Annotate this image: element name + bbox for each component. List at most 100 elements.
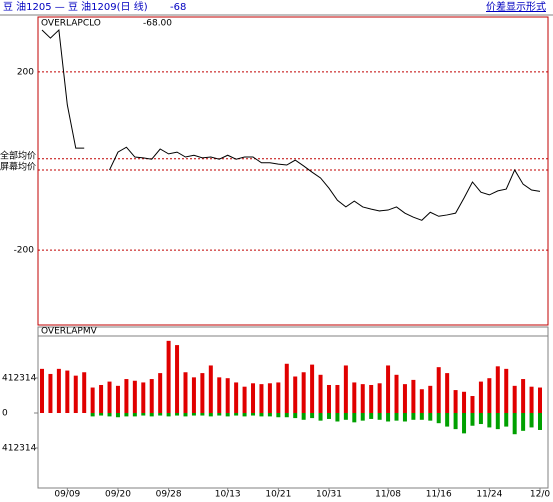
volume-bar xyxy=(107,413,112,417)
volume-bar xyxy=(99,384,104,414)
volume-bar xyxy=(301,372,306,414)
volume-bar xyxy=(158,413,163,416)
volume-bar xyxy=(251,383,256,414)
volume-bar xyxy=(183,413,188,417)
panel-value: -68.00 xyxy=(143,19,172,29)
volume-bar xyxy=(217,377,222,414)
volume-bar xyxy=(377,383,382,414)
volume-bar xyxy=(234,413,239,416)
volume-bar xyxy=(251,413,256,416)
volume-bar xyxy=(453,390,458,414)
volume-bar xyxy=(445,413,450,427)
volume-bar xyxy=(301,413,306,420)
price-line xyxy=(41,28,541,221)
volume-bar xyxy=(132,413,137,417)
volume-bar xyxy=(352,382,357,414)
volume-bar xyxy=(82,372,87,414)
volume-bar xyxy=(352,413,357,423)
volume-bar xyxy=(428,385,433,414)
volume-bar xyxy=(115,413,120,418)
volume-bar xyxy=(242,413,247,417)
top-panel-frame xyxy=(37,16,549,326)
volume-bar xyxy=(267,413,272,417)
volume-bar xyxy=(284,413,289,418)
volume-bar xyxy=(40,368,44,414)
volume-bar xyxy=(225,413,230,417)
volume-bar xyxy=(115,385,120,414)
volume-bar xyxy=(141,413,146,416)
volume-bar xyxy=(242,386,247,414)
x-tick-label: 11/24 xyxy=(476,490,502,500)
volume-bar xyxy=(386,413,391,422)
volume-bar xyxy=(141,382,146,414)
volume-bar xyxy=(487,378,492,414)
reference-label: 全部均价 xyxy=(0,149,36,161)
volume-bar xyxy=(166,413,171,417)
volume-bar xyxy=(183,372,188,414)
volume-bar xyxy=(124,379,129,414)
volume-bar xyxy=(73,375,78,414)
display-mode-link[interactable]: 价差显示形式 xyxy=(486,0,546,13)
volume-bar xyxy=(65,370,70,414)
x-tick-label: 10/21 xyxy=(265,490,291,500)
volume-bar xyxy=(504,413,509,427)
volume-bar xyxy=(445,373,450,414)
volume-bar xyxy=(394,413,399,421)
y-tick-label: -200 xyxy=(14,246,35,256)
reference-label: 屏幕均价 xyxy=(0,160,36,172)
volume-bar xyxy=(360,384,365,414)
volume-bar xyxy=(234,382,239,414)
volume-bar xyxy=(326,384,331,414)
volume-bar xyxy=(310,413,315,419)
volume-bar xyxy=(402,413,407,422)
volume-bar xyxy=(200,413,205,416)
volume-bar xyxy=(208,413,213,417)
volume-bar xyxy=(293,376,298,414)
x-tick-label: 10/13 xyxy=(215,490,241,500)
x-tick-label: 11/16 xyxy=(426,490,452,500)
volume-bar xyxy=(191,377,196,414)
volume-bar xyxy=(166,340,171,414)
volume-bar xyxy=(394,374,399,414)
volume-bar xyxy=(428,413,433,421)
volume-bar xyxy=(538,387,542,414)
volume-bar xyxy=(56,368,61,414)
volume-bar xyxy=(107,381,112,414)
volume-bar xyxy=(538,413,542,430)
x-tick-label: 09/28 xyxy=(156,490,182,500)
volume-bar xyxy=(453,413,458,430)
volume-bar xyxy=(276,413,281,418)
volume-bar xyxy=(343,365,348,414)
volume-bar xyxy=(326,413,331,419)
volume-bar xyxy=(411,379,416,414)
volume-bar xyxy=(99,413,104,416)
volume-bar xyxy=(149,413,154,417)
volume-bar xyxy=(521,413,526,431)
volume-bar xyxy=(512,413,517,435)
volume-bar xyxy=(318,374,323,414)
x-tick-label: 09/09 xyxy=(54,490,80,500)
volume-bar xyxy=(436,413,441,424)
volume-bar xyxy=(529,386,534,414)
volume-bar xyxy=(529,413,534,428)
volume-bar xyxy=(335,384,340,414)
volume-bar xyxy=(310,364,315,414)
volume-bar xyxy=(386,365,391,414)
panel-title: OVERLAPMV xyxy=(41,327,98,337)
volume-bar xyxy=(478,381,483,414)
volume-bar xyxy=(90,387,95,414)
bottom-panel-frame xyxy=(37,326,549,489)
volume-bar xyxy=(343,413,348,420)
volume-bar xyxy=(402,384,407,414)
volume-bar xyxy=(259,384,264,414)
volume-bar xyxy=(124,413,129,417)
volume-bar xyxy=(48,373,53,414)
volume-bar xyxy=(512,385,517,414)
volume-bar xyxy=(470,413,475,426)
volume-bar xyxy=(369,384,374,414)
volume-bar xyxy=(149,379,154,414)
volume-bar xyxy=(208,365,213,414)
volume-bar xyxy=(225,378,230,414)
volume-bar xyxy=(487,413,492,428)
